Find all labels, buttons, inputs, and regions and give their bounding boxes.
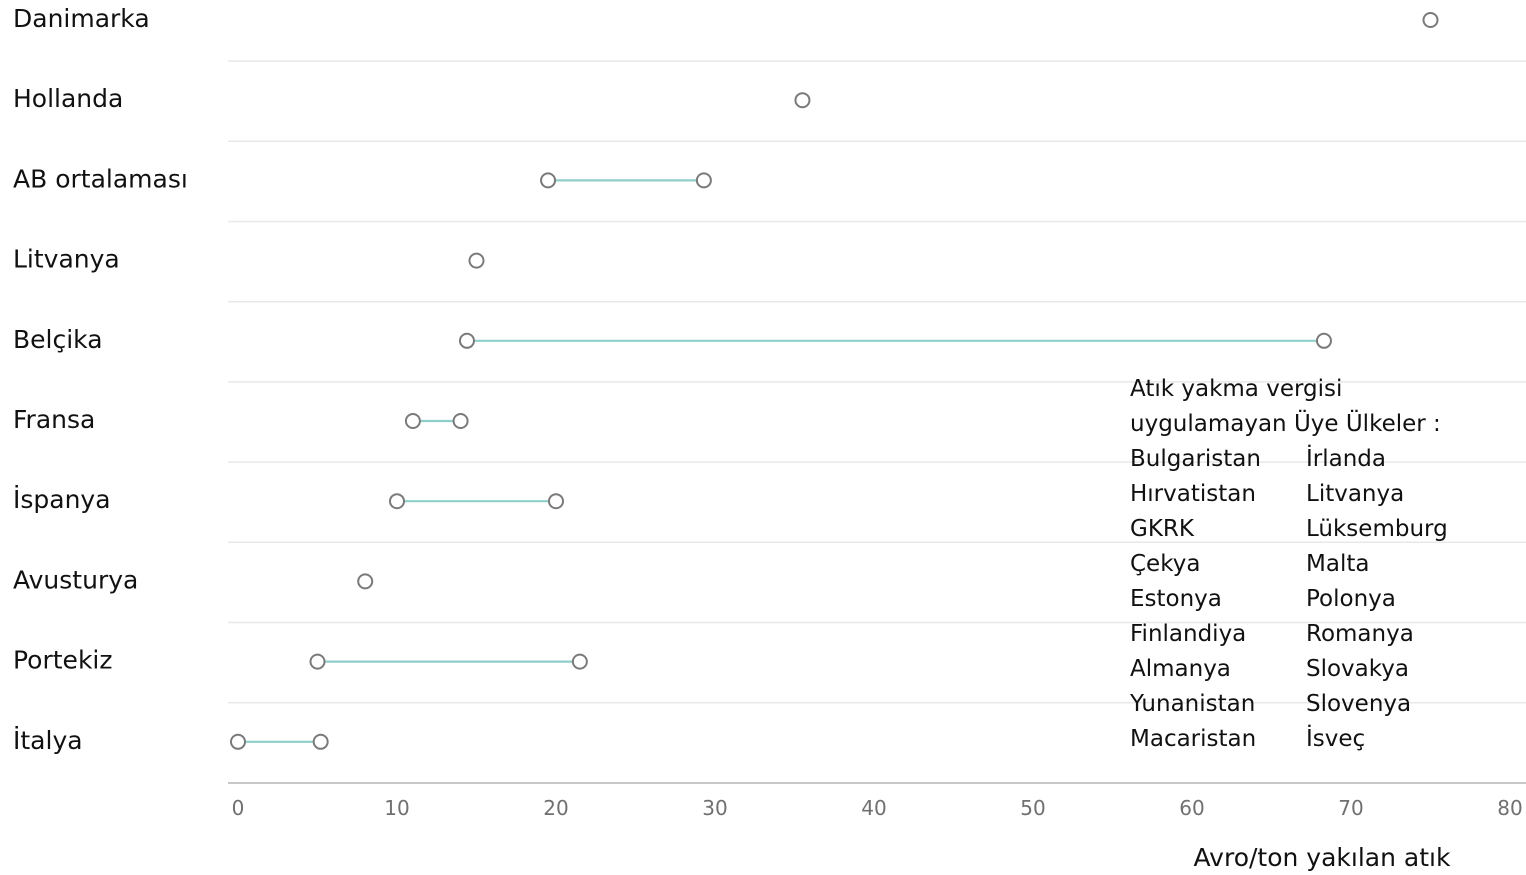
- range-marker: [404, 413, 421, 429]
- category-label: Belçika: [13, 325, 103, 354]
- range-marker: [571, 653, 588, 670]
- category-label: Litvanya: [13, 245, 120, 274]
- range-marker: [540, 172, 557, 189]
- x-tick-label: 40: [861, 796, 886, 820]
- range-marker: [452, 413, 469, 429]
- annotation-title-line-1: Atık yakma vergisi: [1130, 376, 1343, 402]
- annotation-country: Estonya: [1130, 586, 1222, 612]
- x-tick-label: 70: [1338, 796, 1363, 820]
- category-labels: Danimarka Hollanda AB ortalaması Litvanya Be…: [13, 4, 188, 755]
- range-marker: [357, 573, 374, 590]
- gridlines: [228, 60, 1526, 704]
- annotation-country: Macaristan: [1130, 726, 1257, 752]
- category-label: AB ortalaması: [13, 164, 188, 193]
- range-marker: [458, 332, 475, 349]
- range-lines: [238, 179, 1324, 743]
- x-tick-label: 80: [1497, 796, 1522, 820]
- annotation-country: Malta: [1306, 551, 1370, 577]
- range-marker: [312, 733, 329, 750]
- annotation-country: GKRK: [1130, 516, 1194, 542]
- annotation-country: İrlanda: [1306, 446, 1386, 472]
- category-label: Portekiz: [13, 646, 113, 675]
- annotation-country: Bulgaristan: [1130, 446, 1261, 472]
- annotation-country: Almanya: [1130, 656, 1231, 682]
- annotation-country: İsveç: [1306, 726, 1366, 752]
- range-marker: [1422, 12, 1439, 28]
- annotation-country: Slovakya: [1306, 656, 1409, 682]
- category-label: Avusturya: [13, 565, 138, 594]
- annotation-country: Lüksemburg: [1306, 516, 1448, 542]
- annotation-country-list: Bulgaristan İrlanda Hırvatistan Litvanya GKR…: [1130, 442, 1510, 757]
- annotation-country: Finlandiya: [1130, 621, 1247, 647]
- annotation-title-line-2: uygulamayan Üye Ülkeler :: [1130, 411, 1441, 437]
- category-label: İspanya: [13, 485, 111, 514]
- range-marker: [230, 733, 246, 750]
- range-marker: [548, 493, 564, 510]
- x-tick-label: 50: [1020, 796, 1045, 820]
- range-marker: [389, 493, 405, 510]
- range-marker: [1315, 332, 1332, 349]
- range-marker: [695, 172, 712, 189]
- x-axis-label: Avro/ton yakılan atık: [1194, 843, 1451, 872]
- range-marker: [794, 92, 811, 109]
- annotation-country: Slovenya: [1306, 691, 1412, 717]
- x-tick-label: 20: [543, 796, 568, 820]
- annotation-country: Polonya: [1306, 586, 1396, 612]
- x-tick-label: 60: [1179, 796, 1204, 820]
- annotation-country: Çekya: [1130, 551, 1201, 577]
- annotation-country: Romanya: [1306, 621, 1414, 647]
- range-marker: [309, 653, 326, 670]
- range-markers: [230, 12, 1439, 750]
- x-tick-label: 30: [702, 796, 727, 820]
- category-label: İtalya: [13, 726, 83, 755]
- category-label: Fransa: [13, 405, 95, 434]
- x-axis: 0 10 20 30 40 50 60 70 80: [228, 782, 1526, 820]
- x-tick-label: 0: [232, 796, 245, 820]
- annotation-country: Yunanistan: [1130, 691, 1256, 717]
- range-marker: [468, 252, 485, 269]
- annotation-country: Litvanya: [1306, 481, 1405, 507]
- category-label: Hollanda: [13, 84, 123, 113]
- annotation-box: Atık yakma vergisi uygulamayan Üye Ülkel…: [1130, 372, 1510, 757]
- annotation-country: Hırvatistan: [1130, 481, 1256, 507]
- x-tick-label: 10: [384, 796, 409, 820]
- category-label: Danimarka: [13, 4, 150, 33]
